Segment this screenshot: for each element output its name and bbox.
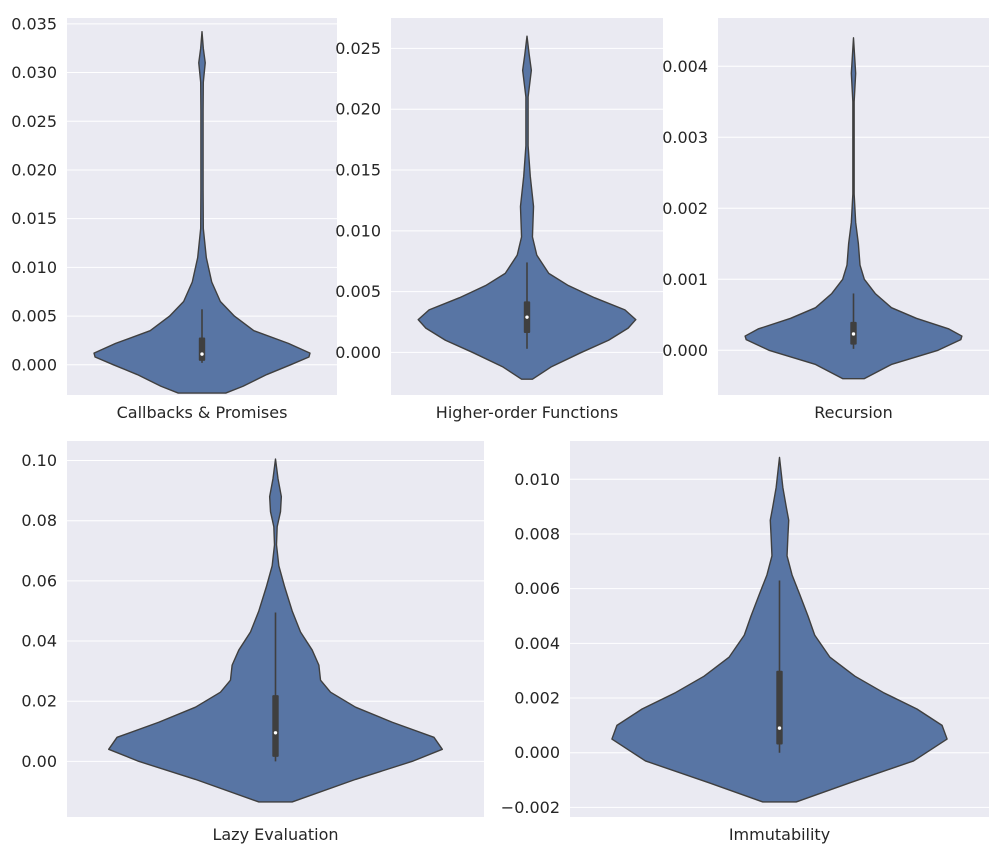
y-tick-label: 0.008 — [514, 524, 560, 543]
x-category-label: Immutability — [729, 825, 830, 844]
y-tick-label: 0.002 — [662, 199, 708, 218]
violin-median-point — [273, 731, 278, 735]
y-tick-label: −0.002 — [501, 798, 560, 817]
y-tick-label: 0.010 — [335, 221, 381, 240]
violin-iqr-box — [272, 695, 279, 757]
y-tick-label: 0.04 — [21, 632, 57, 651]
y-tick-label: 0.020 — [11, 160, 57, 179]
subplot-4: 0.00 0.02 0.04 0.06 0.08 0.10 Lazy Evaluation — [21, 441, 484, 844]
x-category-label: Recursion — [814, 403, 892, 422]
y-tick-label: 0.010 — [514, 470, 560, 489]
y-tick-label: 0.025 — [11, 112, 57, 131]
y-tick-label: 0.000 — [335, 343, 381, 362]
y-tick-label: 0.02 — [21, 692, 57, 711]
y-tick-label: 0.015 — [335, 161, 381, 180]
y-tick-label: 0.006 — [514, 579, 560, 598]
y-tick-label: 0.001 — [662, 270, 708, 289]
y-tick-label: 0.030 — [11, 63, 57, 82]
y-tick-label: 0.004 — [514, 634, 560, 653]
y-tick-label: 0.005 — [11, 307, 57, 326]
violin-iqr-box — [776, 670, 783, 745]
x-category-label: Higher-order Functions — [436, 403, 618, 422]
y-tick-label: 0.015 — [11, 209, 57, 228]
y-tick-label: 0.005 — [335, 282, 381, 301]
subplot-5: −0.002 0.000 0.002 0.004 0.006 0.008 0.010 Immu… — [501, 441, 989, 844]
y-tick-label: 0.002 — [514, 689, 560, 708]
y-tick-label: 0.010 — [11, 258, 57, 277]
y-tick-label: 0.000 — [662, 341, 708, 360]
subplot-3: 0.000 0.001 0.002 0.003 0.004 Recursion — [662, 18, 989, 422]
x-category-label: Lazy Evaluation — [212, 825, 338, 844]
y-tick-label: 0.035 — [11, 14, 57, 33]
violin-body — [417, 35, 637, 380]
x-category-label: Callbacks & Promises — [117, 403, 288, 422]
violin-median-point — [851, 332, 856, 336]
violin-body — [93, 30, 311, 394]
y-tick-label: 0.000 — [514, 743, 560, 762]
y-tick-label: 0.000 — [11, 355, 57, 374]
y-tick-label: 0.020 — [335, 100, 381, 119]
y-tick-label: 0.00 — [21, 752, 57, 771]
y-tick-label: 0.06 — [21, 571, 57, 590]
violin-iqr-box — [198, 337, 206, 361]
violin-median-point — [777, 726, 782, 730]
y-tick-label: 0.08 — [21, 511, 57, 530]
subplot-2: 0.000 0.005 0.010 0.015 0.020 0.025 Higher-ord… — [335, 18, 663, 422]
y-tick-label: 0.003 — [662, 128, 708, 147]
violin-median-point — [525, 315, 529, 319]
y-tick-label: 0.10 — [21, 451, 57, 470]
violin-body — [744, 37, 963, 380]
violin-median-point — [200, 352, 204, 356]
subplot-1: 0.000 0.005 0.010 0.015 0.020 0.025 0.030 0.035… — [11, 14, 337, 422]
y-tick-label: 0.025 — [335, 39, 381, 58]
y-tick-label: 0.004 — [662, 57, 708, 76]
